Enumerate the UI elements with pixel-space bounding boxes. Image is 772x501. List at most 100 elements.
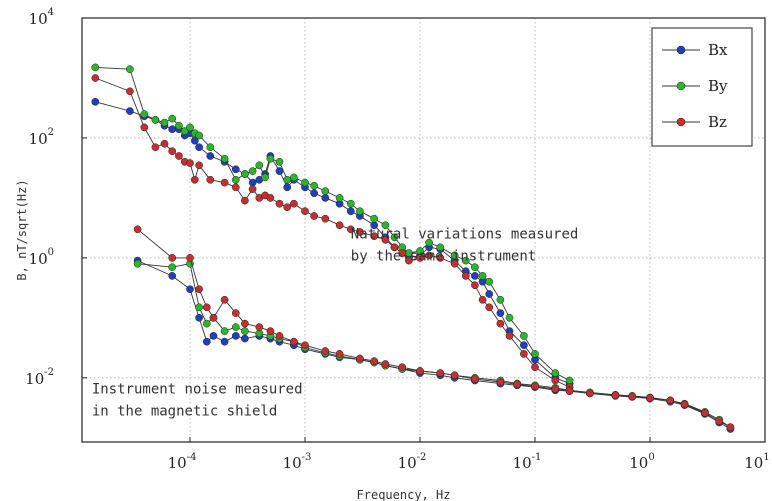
data-point: [195, 143, 203, 152]
series-layer: [91, 63, 735, 433]
data-point: [680, 400, 689, 409]
data-point: [310, 189, 318, 198]
data-point: [520, 341, 528, 350]
data-point: [405, 256, 413, 265]
data-point: [168, 263, 177, 272]
annotation-line: by the same instrument: [351, 249, 536, 265]
data-point: [206, 152, 215, 160]
legend-label: Bx: [708, 41, 728, 59]
data-point: [186, 159, 194, 167]
data-point: [186, 254, 194, 262]
data-point: [140, 123, 149, 132]
data-point: [726, 423, 735, 432]
data-point: [202, 337, 211, 346]
data-point: [290, 199, 298, 208]
data-point: [248, 178, 257, 187]
data-point: [275, 199, 284, 208]
data-point: [126, 65, 134, 74]
data-point: [321, 347, 330, 355]
data-point: [586, 389, 594, 398]
data-point: [168, 114, 177, 123]
legend-box: [651, 27, 753, 147]
data-point: [301, 341, 309, 350]
legend-marker: [676, 81, 686, 91]
data-point: [231, 323, 240, 331]
data-point: [290, 173, 298, 182]
data-point: [168, 254, 177, 262]
data-point: [520, 350, 528, 358]
legend-label: By: [708, 77, 728, 95]
data-point: [478, 295, 487, 304]
data-point: [565, 387, 574, 395]
data-point: [471, 272, 479, 280]
data-point: [195, 303, 203, 312]
data-point: [283, 203, 292, 212]
data-point: [168, 125, 177, 134]
data-point: [133, 259, 142, 268]
data-point: [283, 183, 292, 192]
data-point: [231, 175, 240, 184]
data-point: [485, 277, 494, 286]
data-point: [390, 243, 399, 252]
data-point: [190, 175, 199, 184]
data-point: [140, 110, 149, 118]
data-point: [175, 121, 183, 130]
data-point: [91, 74, 100, 82]
data-point: [195, 161, 203, 170]
data-point: [91, 63, 100, 72]
data-point: [310, 212, 318, 220]
data-point: [168, 147, 177, 156]
legend: Bx By Bz: [651, 27, 753, 147]
data-point: [436, 369, 445, 377]
data-point: [565, 376, 574, 385]
data-point: [241, 170, 249, 178]
data-point: [398, 249, 407, 257]
data-point: [283, 175, 292, 184]
data-point: [461, 272, 470, 280]
x-tick-label: 100: [629, 452, 654, 472]
data-point: [255, 161, 264, 170]
data-point: [485, 303, 494, 312]
data-point: [370, 232, 379, 241]
data-point: [209, 313, 218, 322]
data-point: [160, 139, 169, 148]
data-point: [275, 332, 284, 340]
data-point: [496, 319, 505, 328]
data-point: [335, 221, 344, 230]
data-point: [231, 165, 240, 174]
data-point: [450, 371, 459, 380]
data-point: [450, 251, 459, 260]
data-point: [425, 251, 433, 260]
data-point: [126, 107, 134, 115]
data-point: [646, 394, 654, 402]
annotation-line: in the magnetic shield: [92, 403, 277, 419]
data-point: [190, 136, 199, 145]
plot-frame: [81, 17, 766, 443]
data-point: [551, 376, 560, 385]
data-point: [261, 173, 269, 182]
data-point: [220, 154, 229, 163]
data-point: [248, 167, 257, 175]
data-point: [346, 225, 355, 234]
legend-marker: [676, 117, 686, 127]
data-point: [209, 332, 218, 340]
annotation-line: Natural variations measured: [351, 227, 579, 243]
data-point: [513, 380, 522, 389]
data-point: [531, 382, 539, 391]
data-point: [321, 214, 330, 223]
annotations: Natural variations measured by the same i…: [92, 227, 579, 420]
data-point: [478, 272, 487, 280]
data-point: [248, 185, 257, 193]
data-point: [551, 369, 560, 377]
data-point: [241, 334, 249, 343]
data-point: [186, 123, 194, 132]
data-point: [310, 181, 318, 190]
data-point: [628, 392, 637, 401]
data-point: [195, 313, 203, 322]
data-point: [180, 127, 189, 135]
data-point: [202, 319, 211, 328]
data-point: [356, 207, 364, 216]
data-point: [321, 194, 330, 202]
